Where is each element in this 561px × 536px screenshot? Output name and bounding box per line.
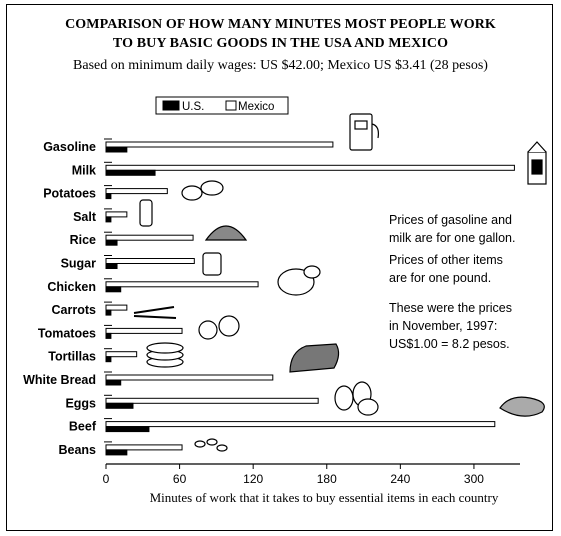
eggs-icon xyxy=(334,381,379,416)
category-label: Rice xyxy=(70,233,96,247)
bar-us xyxy=(105,379,122,386)
gas-pump-icon xyxy=(349,113,379,151)
legend-swatch-us xyxy=(162,100,180,111)
category-label: Beef xyxy=(69,420,97,434)
sugar-bag-icon xyxy=(202,252,222,276)
bar-mexico xyxy=(105,444,183,451)
carrots-icon xyxy=(133,306,177,319)
category-label: Sugar xyxy=(61,257,97,271)
bar-us xyxy=(105,169,156,176)
bar-mexico xyxy=(105,164,515,171)
tortillas-icon xyxy=(146,342,184,368)
chart-frame: COMPARISON OF HOW MANY MINUTES MOST PEOP… xyxy=(6,4,553,531)
rice-pile-icon xyxy=(204,225,248,241)
note-pound: Prices of other items are for one pound. xyxy=(389,253,503,285)
x-axis-label: Minutes of work that it takes to buy ess… xyxy=(150,490,499,505)
milk-carton-icon xyxy=(527,141,547,185)
x-tick-label: 120 xyxy=(243,472,263,486)
bar-us xyxy=(105,449,128,456)
category-label: Gasoline xyxy=(43,140,96,154)
bar-us xyxy=(105,193,112,200)
notes: Prices of gasoline and milk are for one g… xyxy=(389,213,515,351)
category-labels: Gasoline Milk Potatoes Salt Rice Sugar Chicken… xyxy=(23,140,97,457)
bar-us xyxy=(105,239,118,246)
chart-title: COMPARISON OF HOW MANY MINUTES MOST PEOP… xyxy=(65,17,496,51)
note-gallon: Prices of gasoline and milk are for one g… xyxy=(389,213,515,245)
bar-mexico xyxy=(105,188,168,195)
bar-us xyxy=(105,356,112,363)
bar-mexico xyxy=(105,374,274,381)
potatoes-icon xyxy=(181,180,224,201)
bar-mexico xyxy=(105,281,259,288)
category-label: Tomatoes xyxy=(38,326,96,340)
bar-mexico xyxy=(105,351,138,358)
x-tick-label: 180 xyxy=(317,472,337,486)
x-tick-label: 300 xyxy=(464,472,484,486)
legend-label-mexico: Mexico xyxy=(238,101,274,113)
bar-us xyxy=(105,332,112,339)
category-label: Salt xyxy=(73,210,97,224)
bar-mexico xyxy=(105,141,334,148)
category-label: Eggs xyxy=(65,396,96,410)
bar-us xyxy=(105,426,150,433)
note-prices-date: These were the prices in November, 1997: U… xyxy=(389,301,512,351)
tomatoes-icon xyxy=(198,315,240,340)
x-tick-label: 0 xyxy=(103,472,110,486)
legend-swatch-mexico xyxy=(225,100,237,111)
x-tick-label: 60 xyxy=(173,472,187,486)
bar-mexico xyxy=(105,397,319,404)
bar-us xyxy=(105,402,134,409)
bar-mexico xyxy=(105,304,128,311)
bar-mexico xyxy=(105,327,183,334)
category-label: Chicken xyxy=(47,280,96,294)
legend-label-us: U.S. xyxy=(182,101,204,113)
bar-mexico xyxy=(105,211,128,218)
bar-us xyxy=(105,146,128,153)
bar-mexico xyxy=(105,258,195,264)
legend: U.S. Mexico xyxy=(155,96,289,115)
category-label: Tortillas xyxy=(48,350,96,364)
x-tick-label: 240 xyxy=(390,472,410,486)
bar-mexico xyxy=(105,234,194,241)
beef-steak-icon xyxy=(499,396,545,417)
bar-us xyxy=(105,286,122,293)
bars-layer xyxy=(105,141,515,456)
category-label: Carrots xyxy=(52,303,97,317)
x-axis: 0 60 120 180 240 300 xyxy=(103,138,520,486)
legend-box xyxy=(155,96,289,115)
bread-loaf-icon xyxy=(289,343,340,373)
bar-mexico xyxy=(105,421,496,428)
category-label: Beans xyxy=(58,443,96,457)
salt-shaker-icon xyxy=(139,199,153,227)
bar-us xyxy=(105,263,118,269)
chart-subtitle: Based on minimum daily wages: US $42.00;… xyxy=(73,58,488,73)
category-label: Milk xyxy=(72,163,96,177)
category-label: White Bread xyxy=(23,373,96,387)
bar-us xyxy=(105,216,112,223)
beans-icon xyxy=(194,438,228,452)
chicken-icon xyxy=(277,265,321,296)
illustrations xyxy=(133,113,547,452)
category-label: Potatoes xyxy=(43,187,96,201)
bar-us xyxy=(105,309,112,316)
